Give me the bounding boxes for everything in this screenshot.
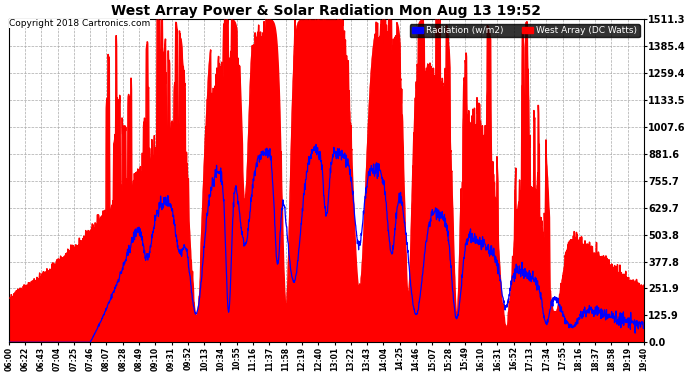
Legend: Radiation (w/m2), West Array (DC Watts): Radiation (w/m2), West Array (DC Watts) bbox=[410, 24, 640, 38]
Text: Copyright 2018 Cartronics.com: Copyright 2018 Cartronics.com bbox=[9, 20, 150, 28]
Title: West Array Power & Solar Radiation Mon Aug 13 19:52: West Array Power & Solar Radiation Mon A… bbox=[111, 4, 542, 18]
